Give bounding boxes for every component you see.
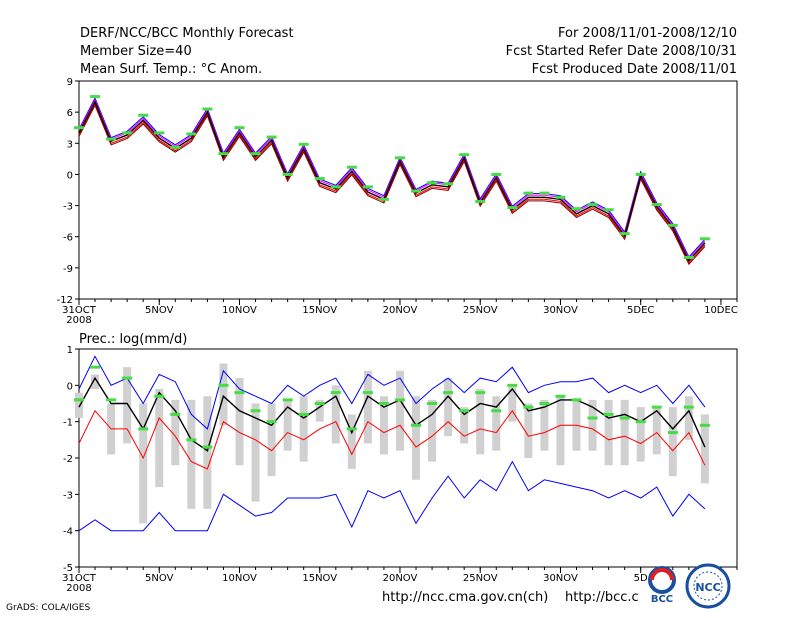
panel2-x-tick-label: 25NOV [463,573,498,584]
prec-spread-box [139,403,148,524]
panel2-x-tick-label: 10NOV [222,573,257,584]
panel1-y-tick-label: -6 [63,233,73,244]
panel1-y-tick-label: 3 [67,139,73,150]
bcc-logo-text: BCC [651,594,673,605]
panel1-x-tick-label: 10DEC [704,305,738,316]
prec-spread-box [460,407,469,444]
prec-spread-box [171,399,180,466]
prec-spread-box [267,403,276,477]
variable-label: Mean Surf. Temp.: °C Anom. [80,62,263,77]
prec-spread-box [412,396,421,480]
prec-minimum-line [78,460,706,532]
temp-spread-line-4 [78,104,706,266]
panel2-y-tick-label: 0 [67,381,73,392]
panel1-y-tick-label: 0 [67,170,73,181]
panel1-y-tick-label: -3 [63,202,73,213]
prec-spread-box [187,399,196,509]
prec-spread-box [700,414,709,484]
panel1-x-tick-label: 25NOV [463,305,498,316]
grads-credit: GrADS: COLA/IGES [6,603,91,613]
prec-spread-box [155,388,164,488]
panel1-x-tick-label: 20NOV [383,305,418,316]
panel1-y-tick-label: 9 [67,77,73,88]
panel2-x-tick-label: 5NOV [145,573,174,584]
prec-spread-box [347,414,356,469]
member-size: Member Size=40 [80,44,192,59]
ncc-logo-text: NCC [695,581,720,594]
prec-spread-box [540,399,549,451]
panel1-plot-frame [78,80,738,300]
start-date: Fcst Started Refer Date 2008/10/31 [505,44,737,59]
chart-title: DERF/NCC/BCC Monthly Forecast [80,26,294,41]
temp-spread-line-2 [78,98,706,260]
prec-spread-box [524,403,533,458]
prec-spread-box [508,385,517,422]
forecast-period: For 2008/11/01-2008/12/10 [558,26,737,41]
prec-spread-box [299,396,308,462]
prec-spread-box [428,399,437,462]
prec-spread-box [363,370,372,444]
panel2-x-tick-label: 5D [634,573,648,584]
prec-spread-box [588,399,597,451]
prec-lower-line [78,409,706,470]
panel2-y-tick-label: -2 [63,454,73,465]
temp-spread-line-3 [78,102,706,264]
bcc-url[interactable]: http://bcc.c [565,590,639,605]
panel1-year-label: 2008 [66,315,91,326]
panel1-y-tick-label: -9 [63,264,73,275]
panel2-x-tick-label: 30NOV [543,573,578,584]
prec-spread-box [395,370,404,451]
panel2-y-tick-label: -3 [63,490,73,501]
panel1-y-tick-label: -12 [57,295,73,306]
panel2-y-tick-label: -5 [63,563,73,574]
prec-spread-box [444,378,453,437]
prec-spread-box [203,396,212,509]
prec-spread-box [492,396,501,451]
panel2-y-tick-label: -4 [63,527,73,538]
bcc-logo: BCC [648,566,676,605]
prec-spread-box [75,392,83,419]
ncc-url[interactable]: http://ncc.cma.gov.cn(ch) [382,590,549,605]
prec-spread-box [636,407,645,462]
panel1-x-tick-label: 31OCT [62,305,97,316]
prec-panel-title: Prec.: log(mm/d) [79,332,187,347]
prec-spread-box [91,374,100,389]
temp-mean-line [78,100,706,262]
panel2-year-label: 2008 [66,583,91,594]
prec-spread-box [684,396,693,440]
panel1-x-tick-label: 5NOV [145,305,174,316]
panel2-y-tick-label: 1 [67,345,73,356]
panel2-x-tick-label: 31OCT [62,573,97,584]
prec-spread-box [379,396,388,455]
prec-spread-box [283,399,292,451]
temp-spread-line-1 [78,96,706,258]
prec-spread-box [251,403,260,502]
prec-spread-box [315,399,324,422]
prec-spread-box [331,385,340,444]
prec-spread-box [235,378,244,466]
panel1-y-tick-label: 6 [67,108,73,119]
panel1-x-tick-label: 10NOV [222,305,257,316]
prec-mean-line [78,376,706,452]
panel2-x-tick-label: 15NOV [302,573,337,584]
prec-spread-box [620,399,629,466]
panel2-x-tick-label: 20NOV [383,573,418,584]
panel1-x-tick-label: 5DEC [627,305,654,316]
prec-spread-box [476,388,485,455]
prec-upper-line [78,355,706,430]
ncc-logo: NCC [685,563,731,609]
prec-spread-box [123,367,132,444]
prec-spread-box [556,396,565,466]
prec-spread-box [219,363,228,426]
prec-spread-box [668,407,677,477]
panel1-x-tick-label: 15NOV [302,305,337,316]
panel2-y-tick-label: -1 [63,418,73,429]
prec-spread-box [604,399,613,466]
produced-date: Fcst Produced Date 2008/11/01 [531,62,737,77]
prec-spread-box [652,407,661,455]
panel1-x-tick-label: 30NOV [543,305,578,316]
